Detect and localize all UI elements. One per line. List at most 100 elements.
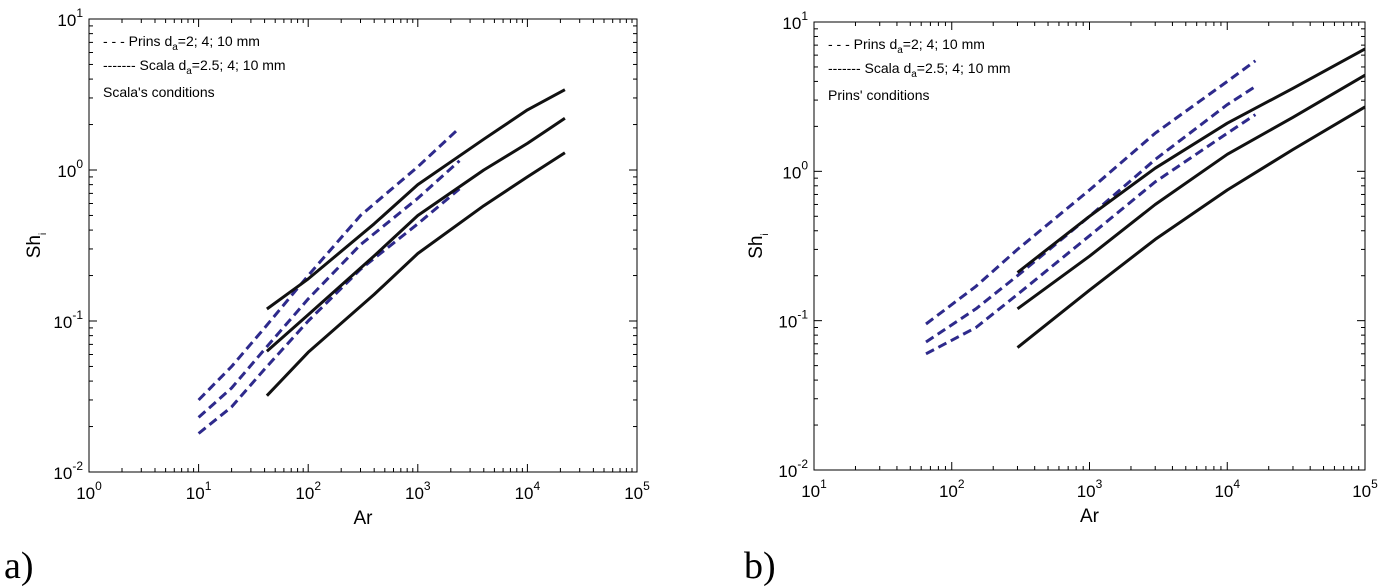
series-line-scala-6 [1016,105,1366,349]
y-tick-label: 10-1 [778,308,808,332]
series-line-scala-5 [1016,73,1366,311]
legend-label: Prins d [854,36,898,52]
x-tick-base: 10 [801,482,820,501]
legend-label: Scala d [865,60,912,76]
y-tick-exponent: -1 [72,308,83,322]
conditions-annotation: Scala's conditions [103,84,215,100]
x-tick-label: 104 [515,479,541,503]
series-line-prins-2 [925,85,1257,344]
legend-label: Prins d [129,33,173,49]
x-tick-label: 100 [76,479,102,503]
series-line-prins-3 [925,113,1257,356]
series-line-scala-5 [265,117,566,353]
x-tick-base: 10 [76,484,95,503]
y-tick-exponent: -2 [72,459,83,473]
x-tick-exponent: 3 [1096,477,1103,491]
series-line-prins-2 [197,159,461,419]
legend-entry-2: ------- Scala da=2.5; 4; 10 mm [828,60,1011,80]
y-tick-exponent: 1 [76,6,83,20]
plot-frame [88,18,638,473]
legend-entry-2: ------- Scala da=2.5; 4; 10 mm [103,57,286,77]
series-line-prins-1 [197,126,461,402]
x-tick-exponent: 2 [314,479,321,493]
panel-letter: a) [4,545,34,587]
y-tick-base: 10 [782,163,801,182]
x-tick-base: 10 [186,484,205,503]
y-tick-label: 101 [782,9,808,33]
x-tick-label: 101 [801,477,827,501]
y-tick-label: 10-1 [53,308,83,332]
x-tick-exponent: 2 [958,477,965,491]
y-tick-exponent: 1 [801,9,808,23]
legend-line-sample: ------- [103,57,140,73]
y-axis-label-main: Sh [746,235,767,258]
legend-line-sample: ------- [828,60,865,76]
x-tick-label: 102 [939,477,965,501]
series-line-scala-4 [266,88,566,311]
x-tick-base: 10 [939,482,958,501]
y-axis-label: Shi [746,233,771,258]
x-tick-label: 102 [295,479,321,503]
y-tick-exponent: -2 [797,457,808,471]
y-tick-base: 10 [778,462,797,481]
y-tick-base: 10 [57,162,76,181]
y-tick-exponent: 0 [801,158,808,172]
series-line-prins-1 [925,59,1257,326]
x-tick-exponent: 4 [1233,477,1240,491]
x-tick-exponent: 1 [820,477,827,491]
x-tick-base: 10 [1214,482,1233,501]
x-tick-label: 103 [1077,477,1103,501]
panel-letter: b) [744,545,776,587]
x-tick-base: 10 [624,484,643,503]
x-tick-exponent: 5 [1371,477,1378,491]
x-tick-base: 10 [405,484,424,503]
legend-label-suffix: =2; 4; 10 mm [178,33,260,49]
x-tick-base: 10 [295,484,314,503]
x-tick-exponent: 0 [95,479,102,493]
y-tick-label: 100 [57,157,83,181]
legend-label-subscript: a [186,66,192,77]
y-tick-exponent: -1 [797,308,808,322]
legend-label-subscript: a [172,42,178,53]
y-tick-exponent: 0 [76,157,83,171]
x-tick-label: 105 [624,479,650,503]
series-line-prins-3 [197,187,461,435]
x-axis-label: Ar [1080,506,1100,527]
series-line-scala-4 [1016,47,1366,274]
legend-label-suffix: =2; 4; 10 mm [903,36,985,52]
x-tick-label: 104 [1214,477,1240,501]
y-tick-base: 10 [782,14,801,33]
legend-label-suffix: =2.5; 4; 10 mm [917,60,1011,76]
y-axis-label-main: Sh [24,235,45,258]
y-axis-label-subscript: i [38,233,49,235]
x-tick-exponent: 4 [534,479,541,493]
x-axis-label: Ar [354,508,374,529]
x-tick-exponent: 1 [205,479,212,493]
legend-line-sample: - - - [828,36,854,52]
x-tick-base: 10 [1077,482,1096,501]
x-tick-base: 10 [515,484,534,503]
y-tick-base: 10 [57,11,76,30]
legend-label-subscript: a [911,69,917,80]
x-tick-base: 10 [1352,482,1371,501]
legend-label-suffix: =2.5; 4; 10 mm [192,57,286,73]
legend-line-sample: - - - [103,33,129,49]
x-tick-label: 105 [1352,477,1378,501]
x-tick-exponent: 5 [643,479,650,493]
x-tick-exponent: 3 [424,479,431,493]
y-tick-label: 101 [57,6,83,30]
x-tick-label: 101 [186,479,212,503]
y-tick-base: 10 [53,464,72,483]
y-axis-label: Shi [24,233,49,258]
legend-entry-1: - - - Prins da=2; 4; 10 mm [103,33,260,53]
legend-label: Scala d [140,57,187,73]
legend-label-subscript: a [897,45,903,56]
y-tick-base: 10 [778,313,797,332]
y-axis-label-subscript: i [760,233,771,235]
x-tick-label: 103 [405,479,431,503]
conditions-annotation: Prins' conditions [828,87,930,103]
y-tick-label: 10-2 [53,459,83,483]
y-tick-label: 100 [782,158,808,182]
